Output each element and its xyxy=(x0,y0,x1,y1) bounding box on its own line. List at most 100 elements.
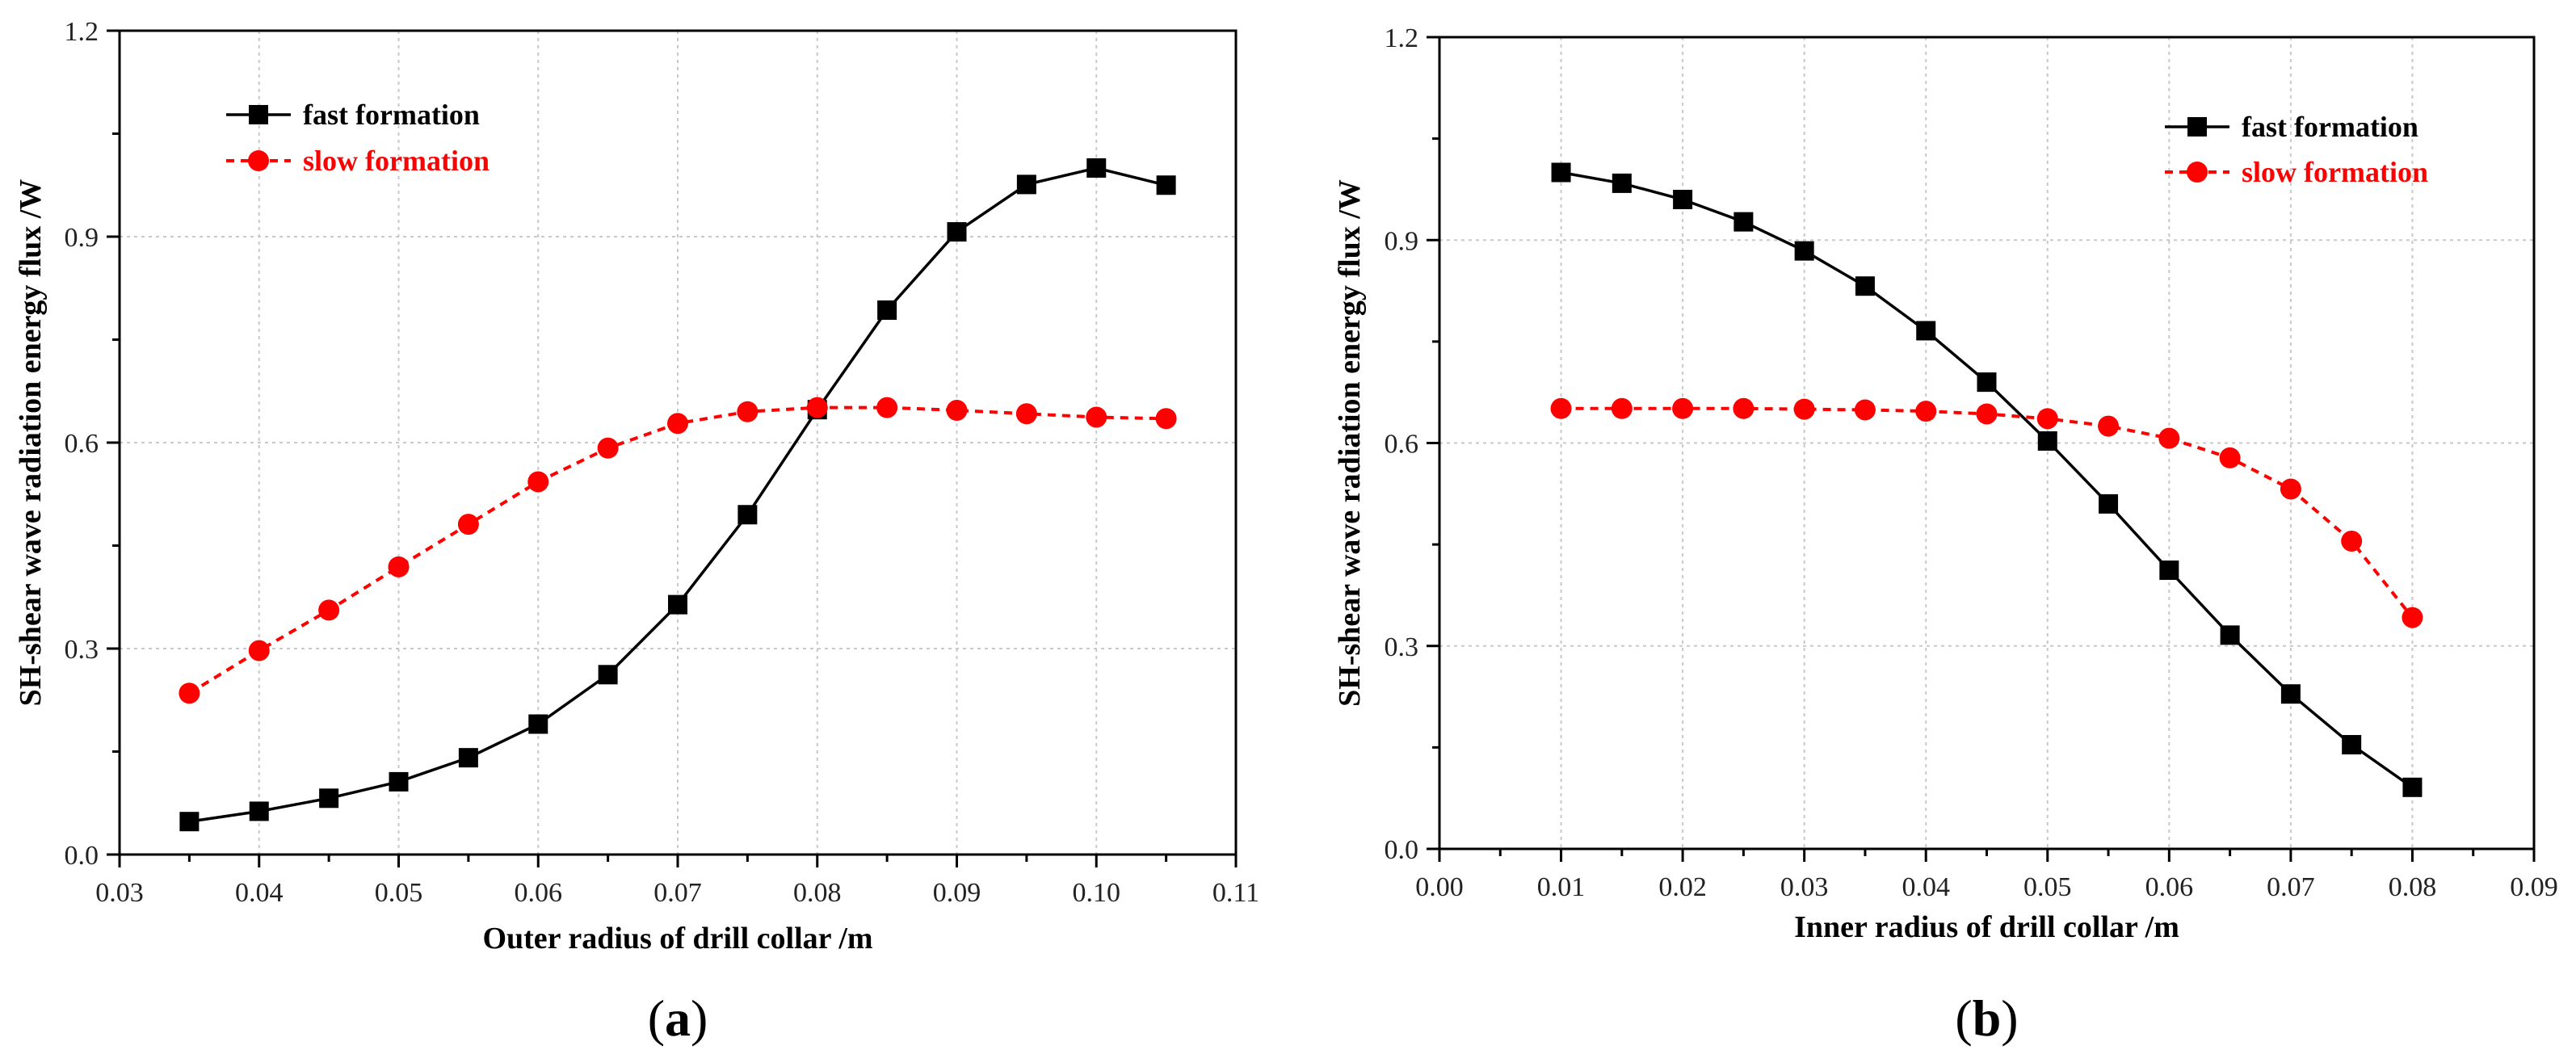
data-point-slow xyxy=(1611,397,1633,419)
data-point-slow xyxy=(2158,427,2180,449)
panel-label-letter: a xyxy=(665,989,691,1047)
x-tick-label: 0.07 xyxy=(653,878,702,908)
x-tick-label: 0.10 xyxy=(1073,878,1121,908)
data-point-fast xyxy=(2037,430,2057,451)
data-point-fast xyxy=(249,801,269,821)
data-point-fast xyxy=(458,748,478,768)
legend-label: fast formation xyxy=(2242,111,2418,143)
data-point-fast xyxy=(1855,276,1875,296)
data-point-slow xyxy=(318,599,340,621)
data-point-slow xyxy=(1793,398,1815,420)
data-point-fast xyxy=(1016,174,1036,195)
data-point-fast xyxy=(2220,625,2240,645)
y-axis-label: SH-shear wave radiation energy flux /W xyxy=(1333,179,1367,707)
x-tick-label: 0.06 xyxy=(515,878,563,908)
data-point-slow xyxy=(2280,478,2301,500)
data-point-slow xyxy=(2402,607,2423,628)
y-tick-label: 0.3 xyxy=(65,635,99,665)
data-point-fast xyxy=(1794,241,1814,261)
data-point-slow xyxy=(457,514,479,536)
data-point-slow xyxy=(179,682,200,704)
legend-entry: fast formation xyxy=(226,99,480,131)
data-point-fast xyxy=(1916,321,1936,341)
data-point-fast xyxy=(947,222,967,242)
panel-label-close: ) xyxy=(2001,989,2018,1047)
y-tick-label: 0.6 xyxy=(65,429,99,459)
legend-label: slow formation xyxy=(2242,156,2428,188)
y-tick-label: 1.2 xyxy=(1385,23,1419,53)
x-tick-label: 0.04 xyxy=(235,878,284,908)
legend-marker-square xyxy=(2187,117,2207,136)
x-tick-label: 0.09 xyxy=(933,878,981,908)
data-point-fast xyxy=(1086,158,1107,178)
y-tick-label: 0.6 xyxy=(1385,430,1419,460)
panel-label-open: ( xyxy=(648,989,665,1047)
x-tick-label: 0.03 xyxy=(95,878,144,908)
legend-entry: fast formation xyxy=(2165,111,2418,143)
legend-marker-circle xyxy=(248,150,269,171)
y-tick-label: 0.3 xyxy=(1385,632,1419,662)
x-axis-label: Inner radius of drill collar /m xyxy=(1794,910,2179,944)
data-point-fast xyxy=(389,771,409,792)
x-tick-label: 0.00 xyxy=(1415,872,1464,902)
data-point-fast xyxy=(319,788,339,808)
panel-label: (b) xyxy=(1955,989,2018,1047)
chart-panel-a: 0.03 0.04 0.05 0.06 0.07 0.08 0.09 0.10 0.11 0.0 0… xyxy=(14,17,1259,1047)
data-point-fast xyxy=(2099,494,2119,514)
x-tick-label: 0.07 xyxy=(2267,872,2315,902)
panel-label-letter: b xyxy=(1973,989,2002,1047)
data-point-slow xyxy=(1733,397,1754,419)
data-point-slow xyxy=(1015,403,1037,425)
data-point-fast xyxy=(2402,777,2423,797)
chart-panel-b: 0.00 0.01 0.02 0.03 0.04 0.05 0.06 0.07 0.08 0.09… xyxy=(1333,23,2558,1047)
data-point-fast xyxy=(179,812,200,832)
x-tick-label: 0.09 xyxy=(2510,872,2558,902)
data-point-slow xyxy=(2098,415,2120,437)
data-point-slow xyxy=(248,640,270,662)
data-point-slow xyxy=(527,471,549,493)
x-tick-label: 0.04 xyxy=(1902,872,1950,902)
panel-label-open: ( xyxy=(1955,989,1972,1047)
data-point-fast xyxy=(1673,190,1693,209)
data-point-fast xyxy=(528,714,548,734)
data-point-slow xyxy=(667,413,688,435)
legend-label: fast formation xyxy=(303,99,480,131)
legend-entry: slow formation xyxy=(2165,156,2428,188)
data-point-fast xyxy=(2159,560,2179,580)
legend-label: slow formation xyxy=(303,145,490,177)
data-point-slow xyxy=(1550,397,1572,419)
data-point-slow xyxy=(2219,447,2241,468)
legend-marker-circle xyxy=(2187,162,2208,183)
data-point-fast xyxy=(2342,735,2362,755)
panel-label-close: ) xyxy=(691,989,708,1047)
x-tick-label: 0.08 xyxy=(793,878,842,908)
data-point-slow xyxy=(2036,408,2058,430)
data-point-slow xyxy=(876,397,898,418)
x-tick-label: 0.11 xyxy=(1212,878,1259,908)
x-axis-label: Outer radius of drill collar /m xyxy=(482,922,872,956)
data-point-fast xyxy=(1733,212,1754,232)
y-tick-label: 0.9 xyxy=(65,223,99,253)
x-tick-label: 0.05 xyxy=(375,878,423,908)
data-point-fast xyxy=(2280,684,2301,704)
legend-entry: slow formation xyxy=(226,145,490,177)
data-point-slow xyxy=(1854,399,1876,421)
data-point-slow xyxy=(806,397,828,418)
series-line-slow xyxy=(1561,406,2414,619)
data-point-slow xyxy=(1086,406,1107,428)
data-point-slow xyxy=(1976,403,1998,425)
x-tick-label: 0.06 xyxy=(2145,872,2194,902)
x-tick-label: 0.08 xyxy=(2389,872,2437,902)
data-point-slow xyxy=(1155,408,1177,430)
x-tick-label: 0.02 xyxy=(1658,872,1707,902)
y-tick-label: 0.0 xyxy=(1385,835,1419,865)
x-tick-label: 0.01 xyxy=(1537,872,1586,902)
data-point-slow xyxy=(737,401,759,422)
data-point-fast xyxy=(1612,173,1632,193)
data-point-fast xyxy=(668,594,687,615)
data-point-fast xyxy=(738,505,758,525)
legend-marker-square xyxy=(249,105,268,124)
data-point-slow xyxy=(946,400,968,422)
y-tick-label: 0.9 xyxy=(1385,226,1419,256)
